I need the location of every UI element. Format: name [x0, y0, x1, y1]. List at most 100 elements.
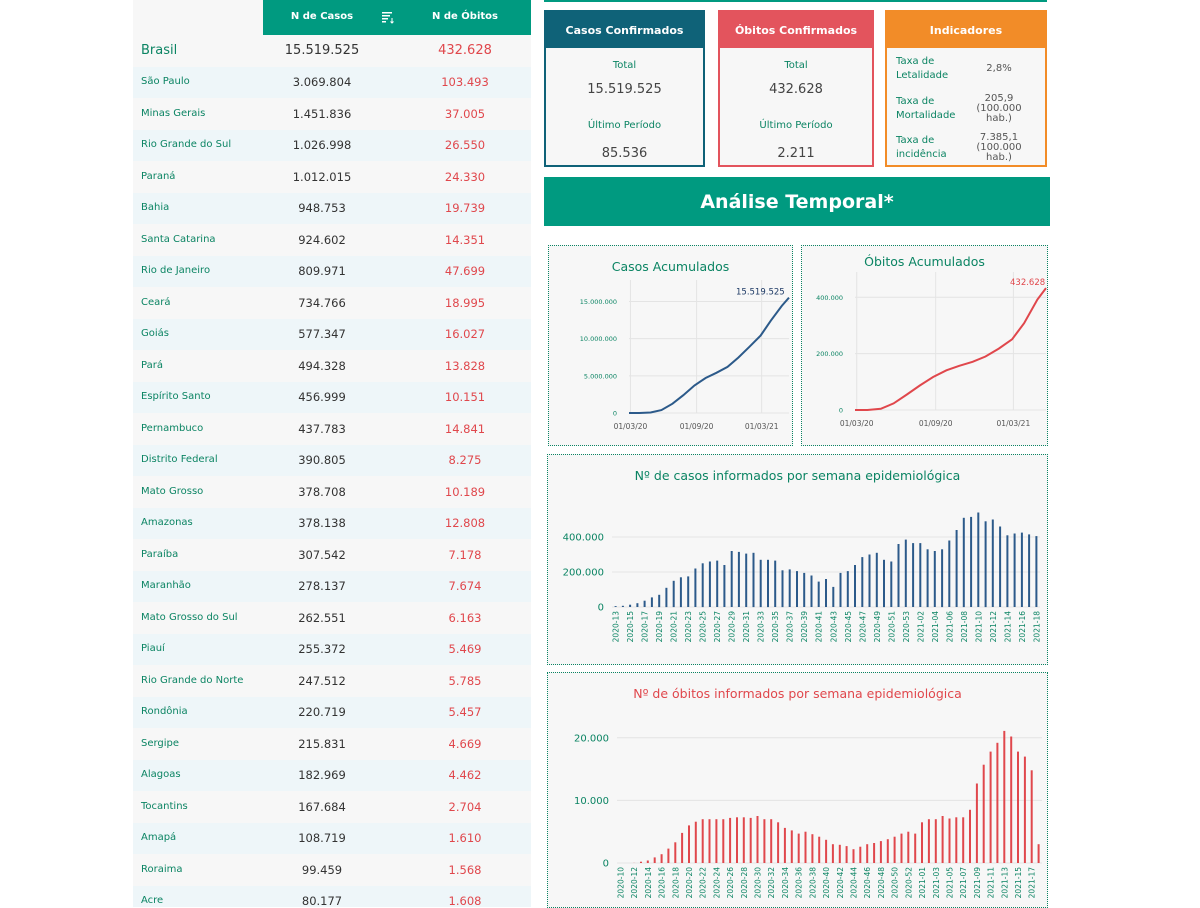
state-deaths: 2.704 — [399, 791, 531, 823]
bar — [687, 576, 689, 607]
card-cases-title: Casos Confirmados — [546, 12, 703, 48]
bar — [859, 847, 861, 863]
x-tick-label: 2020-44 — [850, 867, 859, 899]
state-cases: 15.519.525 — [263, 35, 381, 67]
x-tick-label: 01/03/21 — [997, 419, 1031, 428]
x-tick-label: 2020-39 — [800, 611, 809, 643]
state-name: Bahia — [141, 193, 251, 225]
state-deaths: 10.151 — [399, 382, 531, 414]
x-tick-label: 01/09/20 — [919, 419, 953, 428]
state-cases: 456.999 — [263, 382, 381, 414]
x-tick-label: 2021-11 — [987, 867, 996, 899]
bar — [894, 837, 896, 863]
state-name: Roraima — [141, 854, 251, 886]
header-cases[interactable]: N de Casos — [263, 0, 381, 35]
section-title-temporal: Análise Temporal* — [544, 177, 1050, 226]
state-cases: 215.831 — [263, 728, 381, 760]
bar — [647, 861, 649, 864]
bar — [861, 557, 863, 607]
bar — [1028, 534, 1030, 607]
y-tick-label: 200.000 — [563, 568, 604, 579]
x-tick-label: 2020-17 — [641, 611, 650, 643]
x-tick-label: 2021-06 — [945, 611, 954, 643]
bar — [970, 517, 972, 607]
bar — [832, 587, 834, 607]
header-deaths[interactable]: N de Óbitos — [399, 0, 531, 35]
deaths-total-value: 432.628 — [720, 82, 872, 97]
x-tick-label: 2021-03 — [932, 867, 941, 899]
card-confirmed-cases: Casos Confirmados Total 15.519.525 Últim… — [544, 10, 705, 167]
x-tick-label: 2020-10 — [616, 867, 625, 899]
bar — [919, 543, 921, 607]
x-tick-label: 2020-42 — [836, 867, 845, 899]
x-tick-label: 2020-19 — [655, 611, 664, 643]
state-deaths: 7.178 — [399, 539, 531, 571]
bar — [887, 839, 889, 863]
state-name: Distrito Federal — [141, 445, 251, 477]
state-cases: 108.719 — [263, 823, 381, 855]
x-tick-label: 2020-26 — [726, 867, 735, 899]
x-tick-label: 2020-50 — [891, 867, 900, 899]
bar — [636, 603, 638, 607]
y-tick-label: 15.000.000 — [580, 298, 617, 306]
bar — [622, 606, 624, 607]
bar — [1003, 731, 1005, 863]
state-cases: 948.753 — [263, 193, 381, 225]
bar — [880, 841, 882, 863]
bar — [825, 579, 827, 607]
bar — [976, 784, 978, 864]
sort-icon[interactable] — [381, 10, 395, 24]
bar — [729, 818, 731, 863]
card-indicators: Indicadores Taxa de Letalidade 2,8% Taxa… — [885, 10, 1047, 167]
bar — [942, 816, 944, 863]
bar — [673, 581, 675, 607]
x-tick-label: 2020-49 — [873, 611, 882, 643]
bar — [912, 543, 914, 607]
state-cases: 1.026.998 — [263, 130, 381, 162]
state-cases: 247.512 — [263, 665, 381, 697]
x-tick-label: 2021-05 — [946, 867, 955, 899]
x-tick-label: 2020-24 — [712, 867, 721, 899]
bar — [640, 862, 642, 863]
bar — [832, 844, 834, 863]
bar — [963, 518, 965, 607]
bar — [665, 588, 667, 607]
state-deaths: 7.674 — [399, 571, 531, 603]
x-tick-label: 2021-08 — [960, 611, 969, 643]
x-tick-label: 2020-41 — [815, 611, 824, 643]
deaths-last-value: 2.211 — [720, 146, 872, 161]
